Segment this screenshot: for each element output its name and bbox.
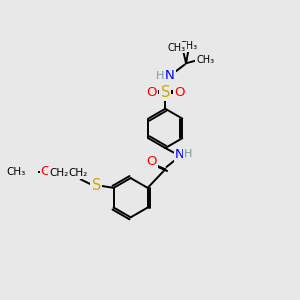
Text: CH₃: CH₃	[168, 43, 186, 52]
Text: CH₃: CH₃	[196, 55, 214, 65]
Text: S: S	[160, 85, 170, 100]
Text: O: O	[146, 86, 157, 99]
Text: O: O	[174, 86, 184, 99]
Text: O: O	[147, 155, 157, 168]
Text: CH₃: CH₃	[7, 167, 26, 177]
Text: N: N	[165, 70, 175, 83]
Text: N: N	[175, 148, 185, 161]
Text: O: O	[41, 165, 51, 178]
Text: H: H	[184, 149, 193, 159]
Text: CH₃: CH₃	[179, 41, 197, 51]
Text: CH₂: CH₂	[68, 168, 88, 178]
Text: S: S	[92, 178, 101, 193]
Text: CH₂: CH₂	[49, 168, 68, 178]
Text: H: H	[156, 71, 164, 81]
